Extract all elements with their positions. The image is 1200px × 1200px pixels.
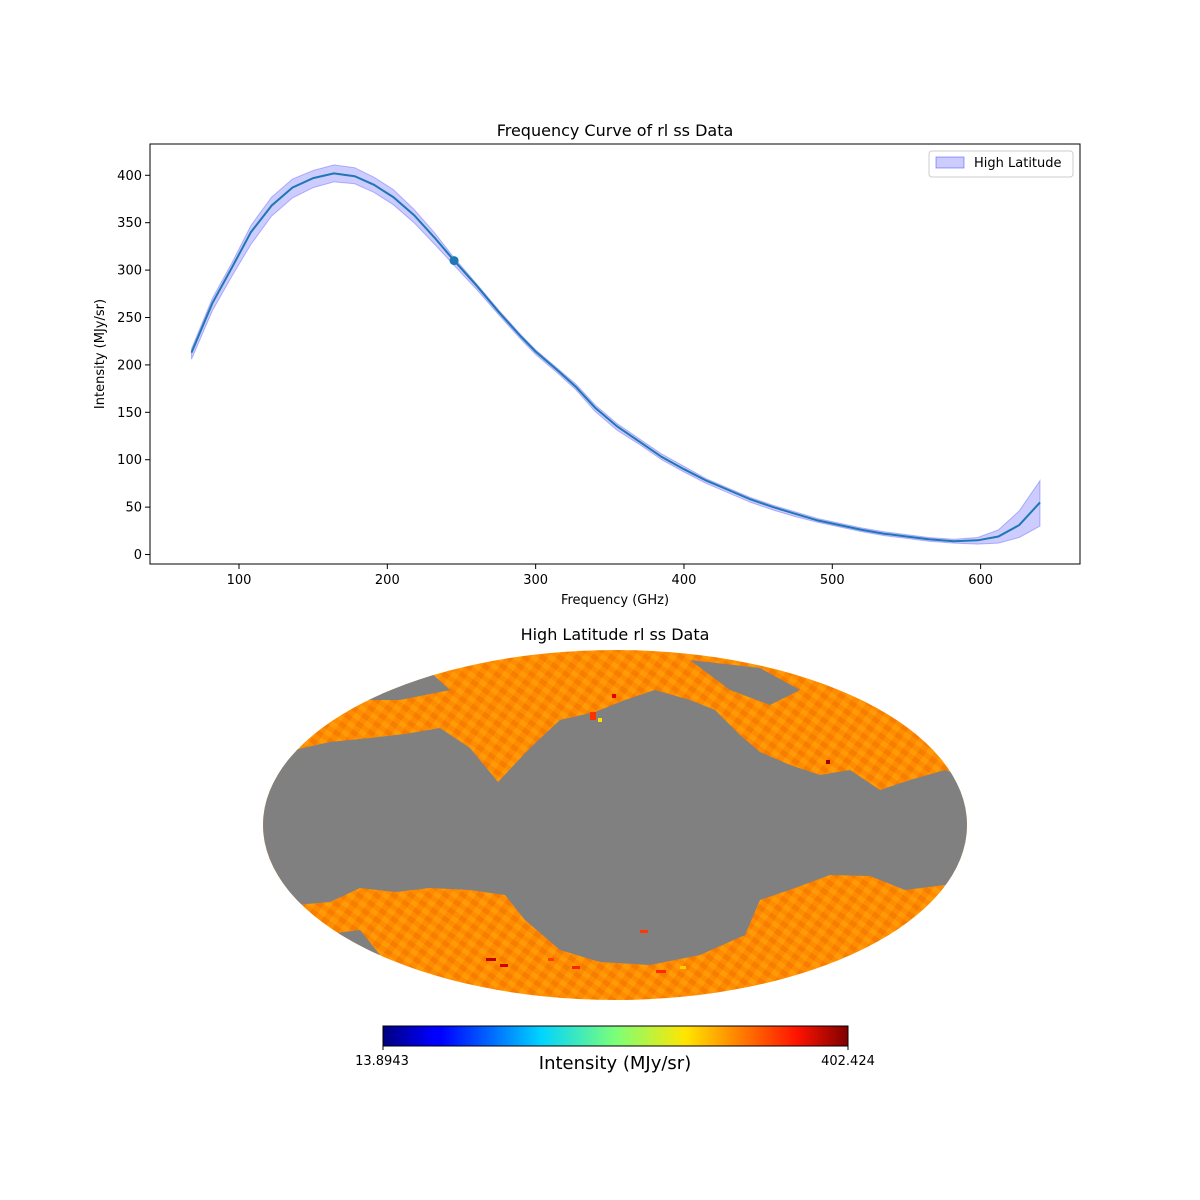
masked-region: [263, 690, 967, 965]
colorbar: 13.8943 402.424 Intensity (MJy/sr): [355, 1025, 875, 1074]
legend-swatch: [935, 156, 965, 169]
x-tick-label: 100: [227, 573, 252, 588]
y-axis-label: Intensity (MJy/sr): [93, 299, 108, 409]
colorbar-min-label: 13.8943: [355, 1054, 409, 1069]
map-title: High Latitude rl ss Data: [521, 625, 710, 644]
x-tick-label: 600: [968, 573, 993, 588]
y-tick-label: 0: [134, 548, 142, 563]
hot-pixels: [486, 694, 830, 973]
y-tick-label: 350: [117, 216, 142, 231]
masked-region-right: [690, 660, 800, 705]
legend: High Latitude: [928, 150, 1074, 178]
y-tick-label: 300: [117, 264, 142, 279]
colorbar-gradient: [382, 1025, 849, 1047]
mollweide-projection: [263, 650, 967, 1000]
y-tick-label: 250: [117, 311, 142, 326]
y-tick-label: 50: [125, 501, 142, 516]
highlight-marker: [449, 256, 459, 266]
x-tick-label: 200: [375, 573, 400, 588]
x-tick-label: 400: [672, 573, 697, 588]
x-tick-label: 300: [523, 573, 548, 588]
mean-line: [190, 172, 1041, 543]
y-tick-label: 400: [117, 169, 142, 184]
colorbar-label: Intensity (MJy/sr): [539, 1053, 691, 1074]
legend-label: High Latitude: [974, 156, 1062, 171]
confidence-band: [191, 164, 1041, 545]
sky-map: High Latitude rl ss Data: [263, 625, 967, 1074]
plot-frame: [149, 143, 1081, 565]
y-tick-label: 100: [117, 453, 142, 468]
legend-frame: [928, 150, 1074, 178]
x-tick-label: 500: [820, 573, 845, 588]
axis-ticks: 100 200 300 400 500 600 0 50 100 150 200 250 300 350 4…: [117, 169, 993, 588]
chart-title: Frequency Curve of rl ss Data: [497, 121, 734, 140]
line-chart: Frequency Curve of rl ss Data 100 200 300 4…: [93, 121, 1081, 608]
x-axis-label: Frequency (GHz): [561, 593, 669, 608]
y-tick-label: 150: [117, 406, 142, 421]
colorbar-max-label: 402.424: [821, 1054, 875, 1069]
y-tick-label: 200: [117, 358, 142, 373]
